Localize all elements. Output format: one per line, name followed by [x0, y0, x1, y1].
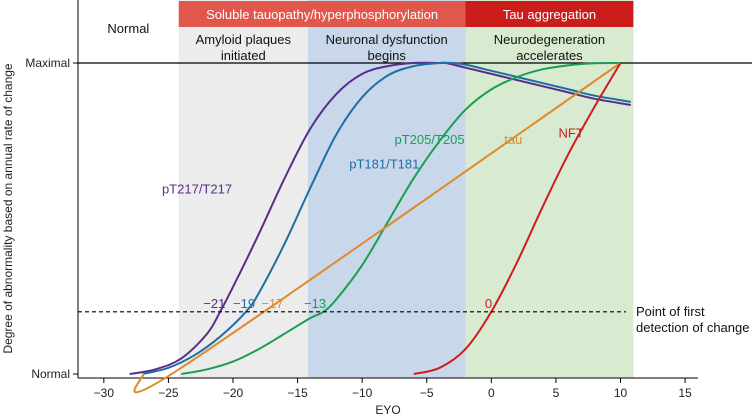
onset-label-tau: −17 — [261, 296, 283, 311]
stage-label-2: Neuronal dysfunction — [326, 32, 448, 47]
series-line-nft — [413, 62, 622, 375]
phase-bars: Soluble tauopathy/hyperphosphorylation Ta… — [178, 1, 634, 27]
series-label-tau: tau — [504, 132, 522, 147]
y-tick-label-0: Normal — [31, 367, 70, 381]
stage-label-2-line2: begins — [368, 48, 407, 63]
series-label-pt181-t181: pT181/T181 — [349, 157, 419, 172]
x-tick-label-3: −15 — [287, 386, 308, 400]
phase-bar-0 — [178, 1, 466, 27]
x-tick-label-4: −10 — [352, 386, 373, 400]
stage-label-3-line2: accelerates — [516, 48, 583, 63]
series-line-pt217-t217 — [129, 61, 631, 375]
series-line-tau — [133, 62, 622, 394]
x-tick-label-6: 0 — [488, 386, 495, 400]
phase-label-0: Soluble tauopathy/hyperphosphorylation — [206, 7, 438, 22]
onset-label-pt217-t217: −21 — [203, 296, 225, 311]
series-line-pt181-t181 — [142, 61, 631, 375]
onset-label-nft: 0 — [485, 296, 492, 311]
series-line-pt205-t205 — [181, 62, 621, 375]
x-tick-label-7: 5 — [553, 386, 560, 400]
y-axis-title: Degree of abnormality based on annual ra… — [1, 63, 15, 354]
stage-label-1: Amyloid plaques — [196, 32, 292, 47]
x-tick-label-0: −30 — [94, 386, 115, 400]
onset-label-pt181-t181: −19 — [233, 296, 255, 311]
stage-label-3: Neurodegeneration — [494, 32, 605, 47]
series-lines — [129, 61, 631, 394]
series-label-pt205-t205: pT205/T205 — [394, 132, 464, 147]
x-tick-label-9: 15 — [678, 386, 692, 400]
series-label-pt217-t217: pT217/T217 — [162, 182, 232, 197]
stage-label-1-line2: initiated — [221, 48, 266, 63]
detection-label-line2: detection of change — [636, 320, 749, 335]
detection-label: Point of first — [636, 304, 705, 319]
onset-label-pt205-t205: −13 — [304, 296, 326, 311]
y-tick-label-1: Maximal — [25, 56, 70, 70]
x-tick-label-5: −5 — [420, 386, 434, 400]
series-label-nft: NFT — [559, 126, 584, 141]
phase-bar-1 — [465, 1, 634, 27]
x-tick-label-8: 10 — [614, 386, 628, 400]
x-axis-title: EYO — [375, 403, 400, 417]
stage-label-0: Normal — [107, 21, 149, 36]
phase-label-1: Tau aggregation — [503, 7, 596, 22]
x-tick-label-2: −20 — [223, 386, 244, 400]
x-tick-label-1: −25 — [158, 386, 179, 400]
